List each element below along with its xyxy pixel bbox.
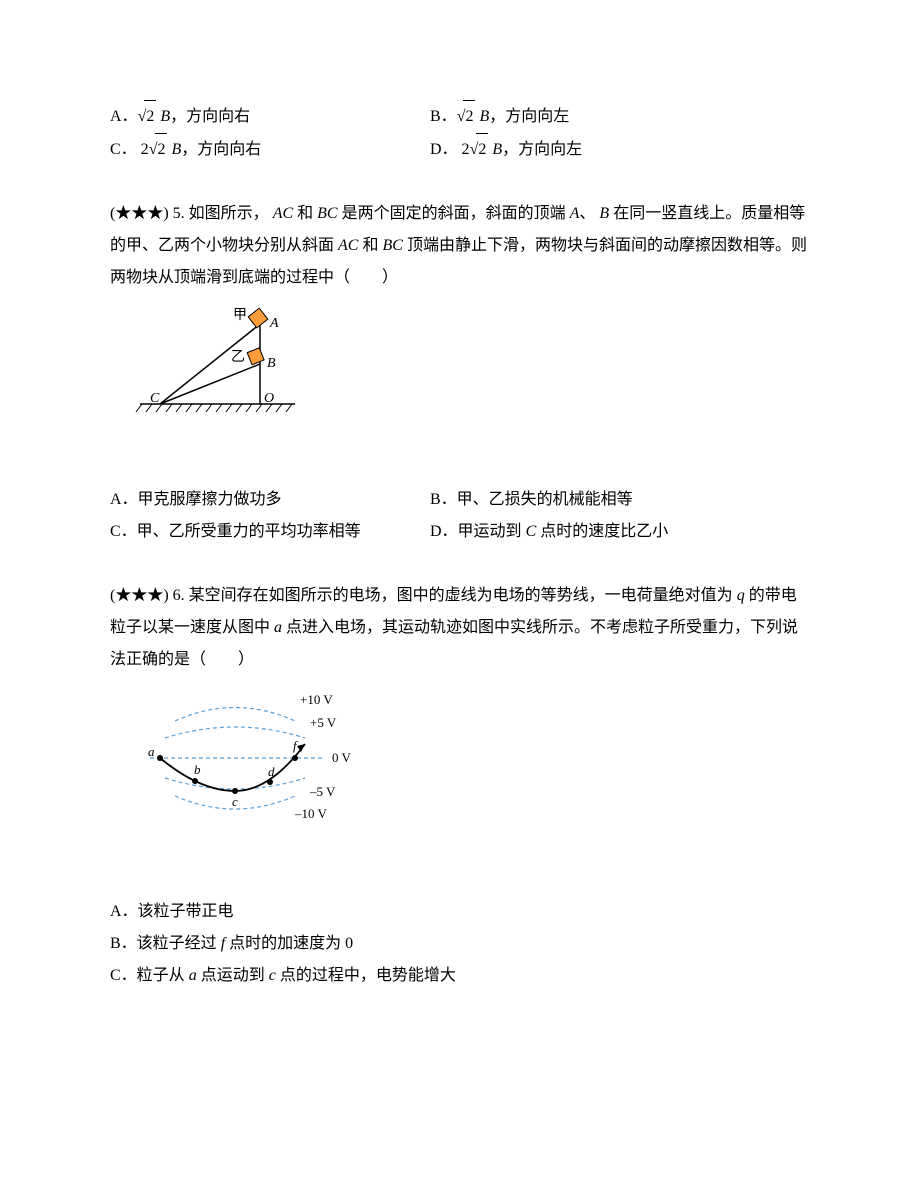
label-f: f xyxy=(293,738,299,753)
q5-option-B: B．甲、乙损失的机械能相等 xyxy=(430,484,810,516)
q5-body: 如图所示， AC 和 BC 是两个固定的斜面，斜面的顶端 A、 B 在同一竖直线… xyxy=(110,205,807,286)
suffix-C: ，方向向右 xyxy=(181,141,261,158)
label-O: O xyxy=(264,391,274,406)
q5-options-row1: A．甲克服摩擦力做功多 B．甲、乙损失的机械能相等 xyxy=(110,484,810,516)
label-B: B xyxy=(267,356,276,371)
label-b: b xyxy=(194,762,201,777)
var-C: B xyxy=(167,141,181,158)
label-m5: –5 V xyxy=(309,784,336,799)
field-diagram: +10 V +5 V 0 V –5 V –10 V a b c d f xyxy=(130,686,390,836)
q5-option-A: A．甲克服摩擦力做功多 xyxy=(110,484,430,516)
option-B-prefix: B． xyxy=(430,108,457,125)
q5-option-D: D．甲运动到 C 点时的速度比乙小 xyxy=(430,516,810,548)
label-m10: –10 V xyxy=(294,806,328,821)
q6-option-B: B．该粒子经过 f 点时的加速度为 0 xyxy=(110,928,810,960)
suffix-D: ，方向向左 xyxy=(502,141,582,158)
label-a: a xyxy=(148,744,155,759)
label-jia: 甲 xyxy=(233,308,247,323)
q6-option-A: A．该粒子带正电 xyxy=(110,896,810,928)
suffix-B: ，方向向左 xyxy=(489,108,569,125)
q6-body: 某空间存在如图所示的电场，图中的虚线为电场的等势线，一电荷量绝对值为 q 的带电… xyxy=(110,587,798,668)
q5-option-C: C．甲、乙所受重力的平均功率相等 xyxy=(110,516,430,548)
sqrt-C: 2 xyxy=(149,133,168,166)
label-d: d xyxy=(268,764,275,779)
var-A: B xyxy=(156,108,170,125)
option-C: C． 22 B，方向向右 xyxy=(110,133,430,166)
q6-diagram: +10 V +5 V 0 V –5 V –10 V a b c d f xyxy=(130,686,810,836)
label-C: C xyxy=(150,391,160,406)
label-c: c xyxy=(232,794,238,809)
label-yi: 乙 xyxy=(231,349,245,365)
q6-stars: (★★★) 6. xyxy=(110,587,189,604)
q4-options-row2: C． 22 B，方向向右 D． 22 B，方向向左 xyxy=(110,133,810,166)
incline-diagram: 甲 A 乙 B C O xyxy=(130,304,310,424)
var-D: B xyxy=(488,141,502,158)
sqrt-A: 2 xyxy=(138,100,157,133)
q6-text: (★★★) 6. 某空间存在如图所示的电场，图中的虚线为电场的等势线，一电荷量绝… xyxy=(110,580,810,676)
label-A: A xyxy=(269,316,279,331)
option-B: B．2 B，方向向左 xyxy=(430,100,810,133)
q5-options-row2: C．甲、乙所受重力的平均功率相等 D．甲运动到 C 点时的速度比乙小 xyxy=(110,516,810,548)
option-A-prefix: A． xyxy=(110,108,138,125)
q6-option-C: C．粒子从 a 点运动到 c 点的过程中，电势能增大 xyxy=(110,960,810,992)
option-C-prefix: C． 2 xyxy=(110,141,149,158)
q5-text: (★★★) 5. 如图所示， AC 和 BC 是两个固定的斜面，斜面的顶端 A、… xyxy=(110,198,810,294)
option-D-prefix: D． 2 xyxy=(430,141,470,158)
option-D: D． 22 B，方向向左 xyxy=(430,133,810,166)
label-p10: +10 V xyxy=(300,692,333,707)
label-0: 0 V xyxy=(332,750,352,765)
q5-diagram: 甲 A 乙 B C O xyxy=(130,304,810,424)
sqrt-D: 2 xyxy=(470,133,489,166)
suffix-A: ，方向向右 xyxy=(170,108,250,125)
option-A: A．2 B，方向向右 xyxy=(110,100,430,133)
label-p5: +5 V xyxy=(310,715,337,730)
sqrt-B: 2 xyxy=(457,100,476,133)
var-B: B xyxy=(475,108,489,125)
q5-stars: (★★★) 5. xyxy=(110,205,189,222)
q4-options-row1: A．2 B，方向向右 B．2 B，方向向左 xyxy=(110,100,810,133)
